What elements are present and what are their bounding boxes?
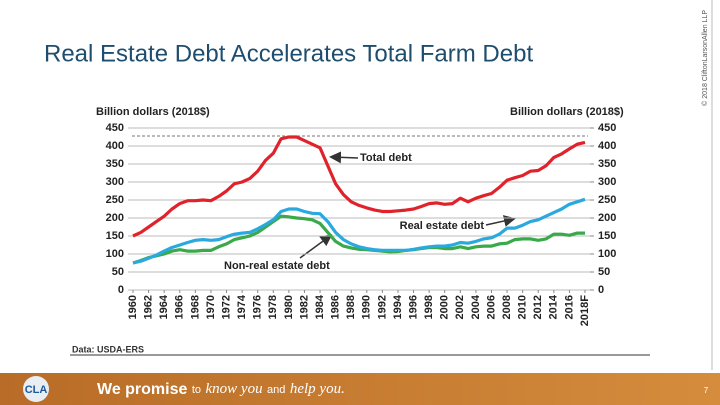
y-tick-label: 150 bbox=[106, 230, 124, 242]
y2-tick-label: 100 bbox=[598, 248, 616, 260]
footer-text: We promise to know you and help you. bbox=[97, 381, 345, 398]
x-tick-label: 1982 bbox=[298, 295, 310, 319]
series-line bbox=[132, 197, 586, 265]
y2-tick-label: 400 bbox=[598, 140, 616, 152]
y-tick-label: 450 bbox=[106, 122, 124, 134]
x-tick-label: 2004 bbox=[470, 294, 482, 319]
y2-axis-label: Billion dollars (2018$) bbox=[510, 106, 624, 118]
x-tick-label: 1988 bbox=[345, 295, 357, 319]
annotation: Total debt bbox=[360, 152, 412, 164]
x-tick-label: 1980 bbox=[283, 295, 295, 319]
y-tick-label: 250 bbox=[106, 194, 124, 206]
x-tick-label: 1974 bbox=[236, 294, 248, 319]
y-tick-label: 200 bbox=[106, 212, 124, 224]
footer-part: to bbox=[192, 384, 201, 396]
x-tick-label: 1992 bbox=[376, 295, 388, 319]
x-tick-label: 2002 bbox=[454, 295, 466, 319]
x-tick-label: 1978 bbox=[267, 295, 279, 319]
series-line bbox=[132, 214, 585, 265]
y-tick-label: 0 bbox=[118, 284, 124, 296]
y-tick-label: 300 bbox=[106, 176, 124, 188]
logo-mark: CLA bbox=[25, 384, 48, 396]
y-tick-label: 50 bbox=[112, 266, 124, 278]
x-tick-label: 1994 bbox=[392, 294, 404, 319]
x-tick-label: 2006 bbox=[485, 295, 497, 319]
x-tick-label: 2014 bbox=[548, 294, 560, 319]
x-tick-label: 1966 bbox=[174, 295, 186, 319]
x-tick-label: 1998 bbox=[423, 295, 435, 319]
y-tick-label: 350 bbox=[106, 158, 124, 170]
x-tick-label: 2010 bbox=[517, 295, 529, 319]
y2-tick-label: 300 bbox=[598, 176, 616, 188]
annotation: Real estate debt bbox=[400, 220, 485, 232]
annotation-arrow bbox=[485, 215, 516, 227]
logo bbox=[23, 376, 49, 402]
x-tick-label: 2016 bbox=[563, 295, 575, 319]
y2-tick-label: 150 bbox=[598, 230, 616, 242]
y2-tick-label: 0 bbox=[598, 284, 604, 296]
x-tick-label: 1970 bbox=[205, 295, 217, 319]
x-tick-label: 1972 bbox=[220, 295, 232, 319]
x-tick-label: 1976 bbox=[252, 295, 264, 319]
x-tick-label: 1984 bbox=[314, 294, 326, 319]
x-tick-label: 2012 bbox=[532, 295, 544, 319]
y-tick-label: 400 bbox=[106, 140, 124, 152]
y-axis-label: Billion dollars (2018$) bbox=[96, 106, 210, 118]
annotation-arrow bbox=[329, 151, 359, 164]
source: Data: USDA-ERS bbox=[72, 344, 144, 354]
series-line bbox=[132, 135, 586, 238]
x-tick-label: 1960 bbox=[127, 295, 139, 319]
y2-tick-label: 250 bbox=[598, 194, 616, 206]
x-tick-label: 1996 bbox=[407, 295, 419, 319]
annotation: Non-real estate debt bbox=[224, 260, 330, 272]
footer-part: know you bbox=[206, 381, 263, 397]
y-tick-label: 100 bbox=[106, 248, 124, 260]
copyright: © 2018 CliftonLarsonAllen LLP bbox=[701, 10, 709, 106]
y2-tick-label: 350 bbox=[598, 158, 616, 170]
slide-title: Real Estate Debt Accelerates Total Farm … bbox=[44, 40, 533, 67]
footer-part: help you. bbox=[290, 381, 345, 397]
footer-part: and bbox=[267, 384, 285, 396]
y2-tick-label: 200 bbox=[598, 212, 616, 224]
x-tick-label: 2018F bbox=[579, 295, 591, 326]
x-tick-label: 1968 bbox=[189, 295, 201, 319]
y2-tick-label: 450 bbox=[598, 122, 616, 134]
x-tick-label: 1962 bbox=[142, 295, 154, 319]
x-tick-label: 2000 bbox=[439, 295, 451, 319]
page-number: 7 bbox=[704, 386, 709, 395]
x-tick-label: 1964 bbox=[158, 294, 170, 319]
y2-tick-label: 50 bbox=[598, 266, 610, 278]
x-tick-label: 1990 bbox=[361, 295, 373, 319]
footer-part: We promise bbox=[97, 381, 188, 398]
x-tick-label: 2008 bbox=[501, 295, 513, 319]
annotation-arrow bbox=[299, 234, 333, 259]
footer-band bbox=[0, 373, 720, 405]
x-tick-label: 1986 bbox=[330, 295, 342, 319]
